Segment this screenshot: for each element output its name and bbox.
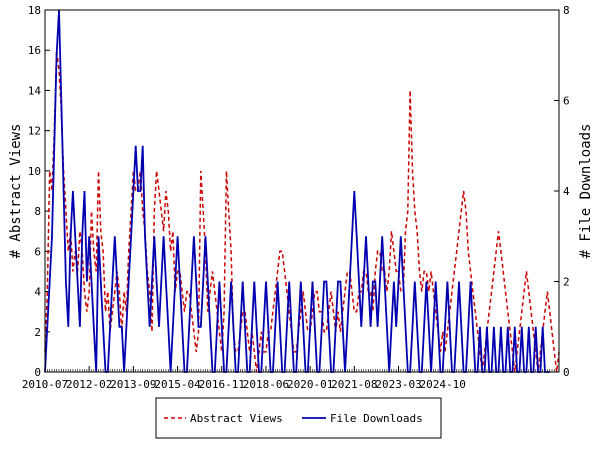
y-tick-label: 4: [34, 286, 41, 299]
x-tick-label: 2010-07: [22, 378, 68, 391]
legend-box: [155, 397, 442, 439]
y-tick-label: 14: [28, 84, 42, 97]
x-tick-label: 2018-06: [243, 378, 289, 391]
y2-tick-label: 0: [563, 366, 570, 379]
y-tick-label: 6: [34, 245, 41, 258]
y-tick-label: 0: [34, 366, 41, 379]
y-tick-label: 16: [28, 44, 41, 57]
plot-frame: [44, 9, 560, 373]
y2-axis-title: # File Downloads: [578, 124, 594, 259]
x-tick-label: 2024-10: [420, 378, 466, 391]
y-tick-label: 18: [28, 4, 41, 17]
legend-label-file-downloads: File Downloads: [330, 412, 423, 425]
x-tick-label: 2012-02: [66, 378, 112, 391]
x-tick-label: 2020-01: [287, 378, 333, 391]
x-tick-label: 2023-03: [375, 378, 421, 391]
x-tick-label: 2013-09: [110, 378, 156, 391]
y2-tick-label: 6: [563, 95, 570, 108]
legend-label-abstract-views: Abstract Views: [190, 412, 283, 425]
x-tick-label: 2021-08: [331, 378, 377, 391]
y-tick-label: 8: [34, 205, 41, 218]
y2-tick-label: 4: [563, 185, 570, 198]
y2-tick-label: 2: [563, 276, 570, 289]
x-tick-label: 2016-11: [199, 378, 245, 391]
y-tick-label: 12: [28, 125, 41, 138]
y-tick-label: 10: [28, 165, 41, 178]
y2-tick-label: 8: [563, 4, 570, 17]
x-axis-ticks: 2010-072012-022013-092015-042016-112018-…: [22, 366, 560, 391]
y-tick-label: 2: [34, 326, 41, 339]
y-axis-ticks: 0 2 4 6 8 10 12 14 16 18: [28, 4, 50, 379]
legend: Abstract Views File Downloads: [155, 397, 442, 439]
y-axis-title: # Abstract Views: [8, 124, 24, 259]
x-tick-label: 2015-04: [154, 378, 201, 391]
